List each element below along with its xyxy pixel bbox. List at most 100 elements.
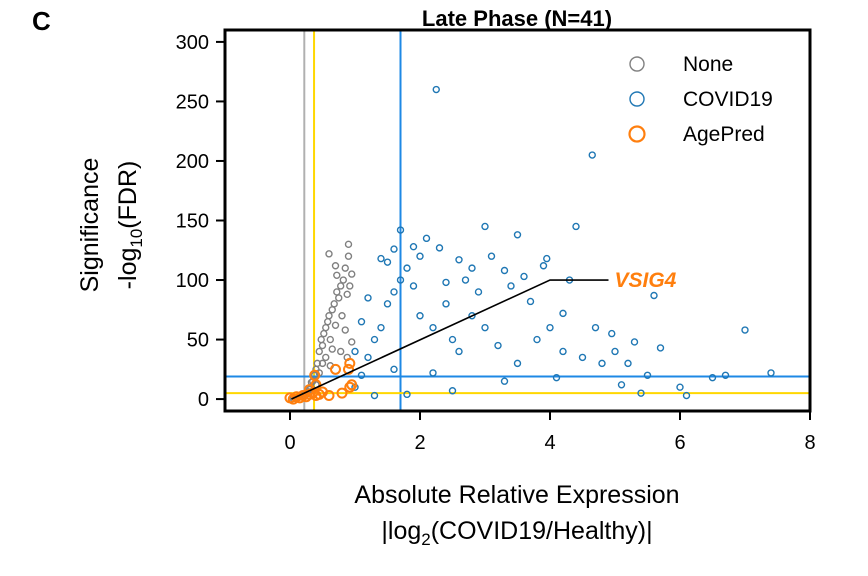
point-agepred-15 — [344, 357, 356, 369]
point-covid19-54 — [455, 256, 463, 264]
x-tick-label-3: 6 — [674, 432, 685, 454]
point-none-19 — [326, 335, 334, 344]
point-covid19-2 — [364, 353, 372, 362]
point-covid19-55 — [507, 282, 515, 290]
x-tick-label-1: 2 — [414, 432, 425, 454]
point-covid19-46 — [377, 254, 385, 263]
point-covid19-39 — [416, 252, 424, 260]
point-covid19-40 — [461, 276, 470, 284]
x-tick-label-2: 4 — [544, 432, 555, 454]
point-agepred-18 — [346, 379, 358, 391]
y-tick-label-5: 250 — [176, 91, 209, 113]
point-none-32 — [344, 252, 353, 260]
point-covid19-1 — [357, 371, 366, 379]
legend-label-agepred: AgePred — [683, 123, 765, 146]
point-none-31 — [343, 290, 351, 299]
point-none-16 — [322, 353, 330, 362]
point-none-13 — [318, 341, 327, 350]
point-covid19-8 — [403, 264, 411, 272]
legend-marker-agepred — [628, 125, 646, 143]
point-covid19-11 — [429, 323, 437, 332]
point-covid19-20 — [546, 323, 554, 332]
point-covid19-7 — [396, 276, 405, 284]
x-axis-label-line1: Absolute Relative Expression — [354, 481, 679, 509]
point-none-37 — [344, 240, 353, 249]
point-covid19-32 — [588, 151, 596, 159]
point-covid19-0 — [351, 383, 359, 391]
point-covid19-13 — [448, 335, 457, 344]
x-axis: 0 2 4 6 8 — [284, 411, 816, 454]
point-agepred-14 — [330, 363, 341, 375]
point-covid19-72 — [448, 387, 457, 395]
y-tick-label-3: 150 — [176, 211, 209, 233]
annotation-vsig4: VSIG4 — [615, 269, 677, 292]
point-covid19-28 — [708, 373, 717, 382]
point-none-27 — [338, 312, 346, 320]
point-covid19-10 — [416, 312, 424, 320]
point-covid19-71 — [403, 390, 411, 399]
point-agepred-17 — [336, 387, 348, 399]
point-covid19-29 — [741, 326, 749, 334]
point-covid19-59 — [500, 377, 509, 385]
point-covid19-63 — [682, 391, 691, 400]
y-tick-label-4: 200 — [176, 151, 209, 173]
point-covid19-12 — [442, 300, 450, 308]
point-agepred-20 — [323, 390, 335, 402]
point-agepred-16 — [343, 363, 354, 375]
point-none-30 — [341, 264, 349, 272]
point-covid19-4 — [377, 323, 385, 332]
point-covid19-51 — [364, 294, 372, 302]
legend-label-covid19: COVID19 — [683, 88, 773, 111]
annotation-leader-line — [290, 279, 609, 400]
y-axis-label-line2: -log10(FDR) — [114, 161, 146, 290]
point-covid19-27 — [676, 383, 684, 391]
point-none-44 — [337, 347, 345, 356]
y-tick-label-0: 0 — [198, 389, 209, 411]
point-none-21 — [328, 345, 336, 353]
point-none-35 — [325, 250, 333, 258]
point-covid19-19 — [533, 335, 541, 344]
point-covid19-62 — [637, 389, 645, 397]
point-none-18 — [325, 312, 333, 320]
legend-marker-covid19 — [629, 91, 645, 107]
y-tick-label-6: 300 — [176, 32, 209, 54]
point-covid19-42 — [520, 272, 528, 281]
point-none-25 — [335, 294, 343, 302]
point-none-14 — [320, 329, 328, 338]
point-none-24 — [333, 288, 341, 296]
point-none-33 — [346, 282, 354, 290]
legend-marker-none — [629, 56, 645, 72]
point-covid19-36 — [396, 226, 405, 234]
x-tick-label-0: 0 — [284, 432, 295, 454]
point-covid19-38 — [468, 264, 476, 272]
point-none-12 — [317, 335, 325, 344]
point-none-17 — [324, 318, 332, 326]
point-covid19-76 — [608, 329, 616, 338]
point-covid19-6 — [390, 288, 398, 296]
point-covid19-5 — [383, 300, 392, 308]
point-covid19-52 — [383, 258, 392, 266]
point-covid19-67 — [559, 309, 567, 318]
point-none-46 — [348, 338, 356, 346]
point-covid19-3 — [370, 335, 379, 344]
point-covid19-41 — [500, 266, 509, 275]
point-none-23 — [331, 321, 340, 329]
point-covid19-43 — [539, 262, 548, 270]
point-covid19-53 — [409, 242, 418, 251]
point-covid19-45 — [650, 291, 658, 300]
point-covid19-25 — [624, 359, 632, 368]
point-covid19-35 — [572, 222, 580, 231]
point-covid19-73 — [357, 318, 366, 326]
point-covid19-17 — [494, 341, 502, 350]
y-tick-label-2: 100 — [176, 270, 209, 292]
point-covid19-68 — [630, 338, 639, 346]
point-covid19-14 — [455, 347, 463, 356]
point-covid19-23 — [598, 359, 606, 368]
point-covid19-34 — [513, 231, 522, 239]
point-covid19-30 — [767, 369, 775, 377]
point-covid19-47 — [390, 245, 398, 253]
point-covid19-66 — [591, 323, 600, 332]
point-covid19-75 — [442, 278, 450, 287]
point-none-26 — [337, 282, 345, 290]
point-covid19-48 — [435, 244, 444, 252]
